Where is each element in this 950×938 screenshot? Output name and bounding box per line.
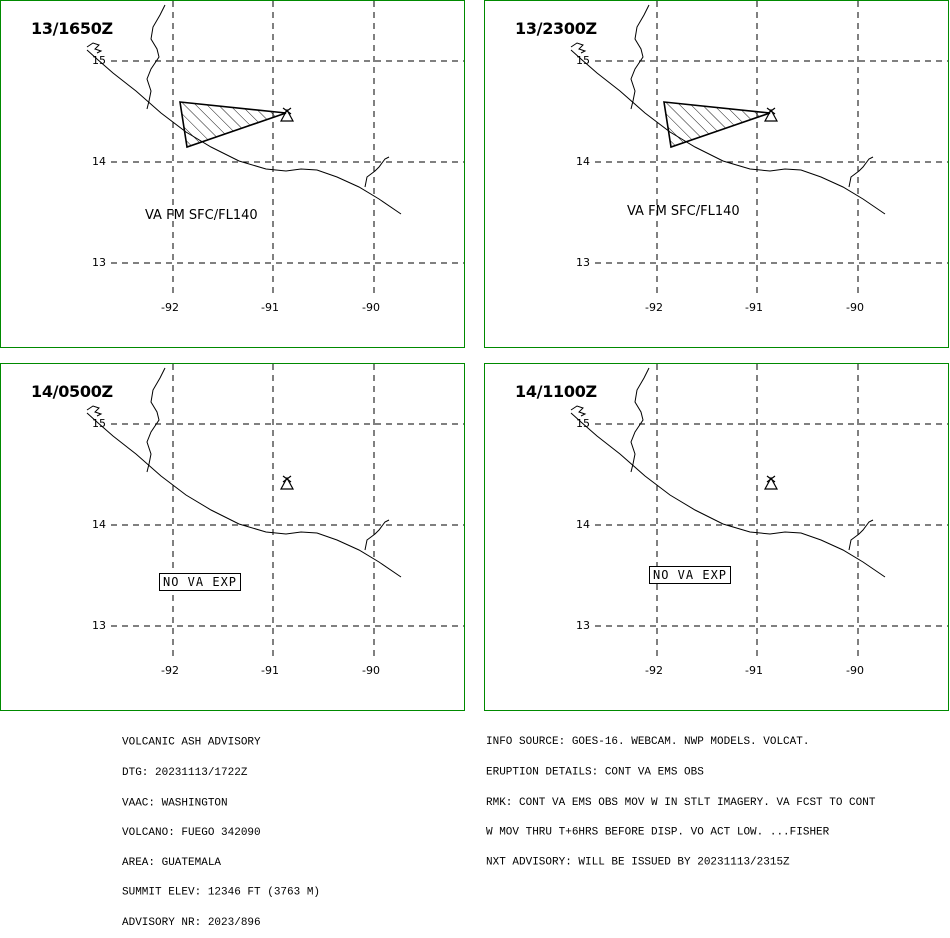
coastline <box>86 367 402 578</box>
advisory-remarks-cont: W MOV THRU T+6HRS BEFORE DISP. VO ACT LO… <box>486 826 830 839</box>
advisory-summit-elev: SUMMIT ELEV: 12346 FT (3763 M) <box>122 887 321 900</box>
coastline <box>570 367 886 578</box>
ash-cloud-polygon <box>663 101 771 149</box>
lat-label-15: 15 <box>92 417 106 430</box>
lat-label-14: 14 <box>92 155 106 168</box>
lat-label-13: 13 <box>92 619 106 632</box>
advisory-area: AREA: GUATEMALA <box>122 857 222 870</box>
lon-label-91: -91 <box>745 664 763 677</box>
lon-label-92: -92 <box>161 301 179 314</box>
volcano-icon <box>763 475 779 490</box>
lon-label-92: -92 <box>645 664 663 677</box>
advisory-header-block: VOLCANIC ASH ADVISORY DTG: 20231113/1722… <box>122 718 320 938</box>
coastline <box>570 4 886 215</box>
panel-time: 14/1100Z <box>515 382 597 401</box>
lat-label-14: 14 <box>576 518 590 531</box>
lat-label-13: 13 <box>92 256 106 269</box>
volcano-icon <box>279 107 295 122</box>
panel-time: 14/0500Z <box>31 382 113 401</box>
graticule <box>595 1 948 293</box>
forecast-panel-4: 14/1100Z 15 14 13 -92 -91 -90 NO VA EXP <box>484 363 949 711</box>
lon-label-91: -91 <box>261 301 279 314</box>
advisory-title: VOLCANIC ASH ADVISORY <box>122 737 261 750</box>
lat-label-15: 15 <box>576 417 590 430</box>
map-canvas <box>86 364 464 656</box>
ash-cloud-polygon <box>179 101 287 149</box>
graticule <box>595 364 948 656</box>
coastline <box>86 4 402 215</box>
lon-label-90: -90 <box>846 301 864 314</box>
forecast-panel-3: 14/0500Z 15 14 13 -92 -91 -90 NO VA EXP <box>0 363 465 711</box>
advisory-next: NXT ADVISORY: WILL BE ISSUED BY 20231113… <box>486 856 790 869</box>
no-ash-label: NO VA EXP <box>649 566 732 584</box>
lon-label-92: -92 <box>645 301 663 314</box>
advisory-remarks: RMK: CONT VA EMS OBS MOV W IN STLT IMAGE… <box>486 796 876 809</box>
map-canvas <box>570 1 948 293</box>
map-canvas <box>86 1 464 293</box>
advisory-dtg: DTG: 20231113/1722Z <box>122 767 248 780</box>
lat-label-13: 13 <box>576 619 590 632</box>
advisory-details-block: INFO SOURCE: GOES-16. WEBCAM. NWP MODELS… <box>486 718 875 878</box>
ash-altitude-label: VA FM SFC/FL140 <box>627 204 740 219</box>
panel-time: 13/1650Z <box>31 19 113 38</box>
no-ash-label: NO VA EXP <box>159 573 242 591</box>
lat-label-15: 15 <box>576 54 590 67</box>
ash-altitude-label: VA FM SFC/FL140 <box>145 208 258 223</box>
panel-time: 13/2300Z <box>515 19 597 38</box>
lat-label-15: 15 <box>92 54 106 67</box>
forecast-panel-1: 13/1650Z 15 14 13 -92 -91 -90 VA FM SFC/… <box>0 0 465 348</box>
lon-label-92: -92 <box>161 664 179 677</box>
lat-label-13: 13 <box>576 256 590 269</box>
graticule <box>111 364 464 656</box>
lat-label-14: 14 <box>576 155 590 168</box>
lon-label-90: -90 <box>362 301 380 314</box>
volcano-icon <box>763 107 779 122</box>
lon-label-90: -90 <box>362 664 380 677</box>
advisory-info-source: INFO SOURCE: GOES-16. WEBCAM. NWP MODELS… <box>486 736 810 749</box>
lat-label-14: 14 <box>92 518 106 531</box>
advisory-vaac: VAAC: WASHINGTON <box>122 797 228 810</box>
map-canvas <box>570 364 948 656</box>
lon-label-91: -91 <box>745 301 763 314</box>
forecast-panel-2: 13/2300Z 15 14 13 -92 -91 -90 VA FM SFC/… <box>484 0 949 348</box>
lon-label-90: -90 <box>846 664 864 677</box>
lon-label-91: -91 <box>261 664 279 677</box>
volcano-icon <box>279 475 295 490</box>
advisory-volcano: VOLCANO: FUEGO 342090 <box>122 827 261 840</box>
advisory-eruption-details: ERUPTION DETAILS: CONT VA EMS OBS <box>486 766 704 779</box>
graticule <box>111 1 464 293</box>
advisory-number: ADVISORY NR: 2023/896 <box>122 917 261 930</box>
